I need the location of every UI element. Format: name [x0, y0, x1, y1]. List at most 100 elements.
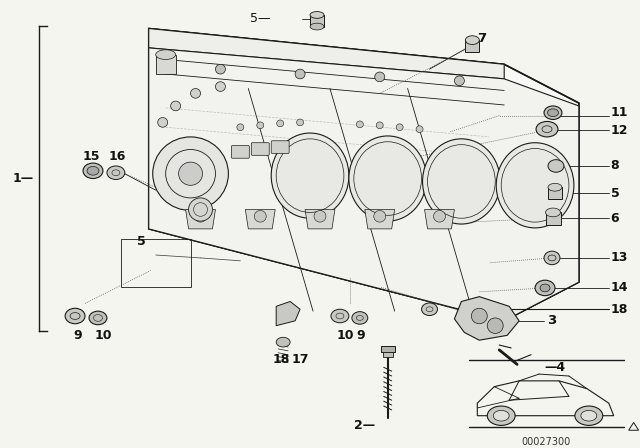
Circle shape — [157, 117, 168, 127]
Circle shape — [254, 211, 266, 222]
Ellipse shape — [548, 183, 562, 191]
Text: 9: 9 — [73, 329, 82, 342]
Polygon shape — [548, 187, 562, 199]
Ellipse shape — [83, 163, 103, 179]
Polygon shape — [276, 302, 300, 326]
Text: 5: 5 — [611, 186, 620, 199]
Text: 14: 14 — [611, 281, 628, 294]
Ellipse shape — [545, 208, 561, 217]
Polygon shape — [148, 29, 504, 79]
Circle shape — [191, 89, 200, 98]
Text: 2—: 2— — [354, 419, 375, 432]
Polygon shape — [454, 297, 519, 340]
Ellipse shape — [89, 311, 107, 325]
Circle shape — [295, 69, 305, 79]
Circle shape — [374, 211, 386, 222]
Ellipse shape — [547, 109, 559, 116]
Ellipse shape — [465, 36, 479, 44]
FancyBboxPatch shape — [271, 141, 289, 153]
Text: 16: 16 — [109, 150, 126, 163]
Ellipse shape — [65, 308, 85, 324]
Circle shape — [179, 162, 202, 185]
Ellipse shape — [575, 406, 603, 426]
Ellipse shape — [496, 143, 574, 228]
Ellipse shape — [548, 159, 564, 172]
Text: 1—: 1— — [12, 172, 33, 185]
Polygon shape — [465, 40, 479, 52]
Polygon shape — [310, 15, 324, 26]
Ellipse shape — [493, 410, 509, 421]
Ellipse shape — [156, 50, 175, 60]
Circle shape — [237, 124, 244, 131]
Text: 6: 6 — [611, 212, 620, 225]
Polygon shape — [383, 352, 393, 357]
Polygon shape — [381, 346, 395, 352]
Polygon shape — [365, 210, 395, 229]
Circle shape — [454, 76, 465, 86]
Ellipse shape — [487, 406, 515, 426]
Text: 3: 3 — [547, 314, 556, 327]
Text: 7: 7 — [477, 32, 486, 45]
Text: 5: 5 — [137, 235, 145, 248]
Ellipse shape — [422, 139, 500, 224]
Ellipse shape — [310, 12, 324, 18]
Ellipse shape — [276, 337, 290, 347]
Text: 18: 18 — [272, 353, 289, 366]
Text: 12: 12 — [611, 124, 628, 137]
FancyBboxPatch shape — [232, 146, 250, 158]
Circle shape — [314, 211, 326, 222]
Text: 10: 10 — [337, 329, 355, 342]
Ellipse shape — [352, 312, 368, 324]
Circle shape — [153, 137, 228, 211]
Text: 8: 8 — [611, 159, 620, 172]
Ellipse shape — [349, 136, 426, 221]
Circle shape — [356, 121, 364, 128]
Circle shape — [276, 120, 284, 127]
Ellipse shape — [422, 303, 438, 315]
Circle shape — [376, 122, 383, 129]
Circle shape — [216, 65, 225, 74]
Circle shape — [433, 211, 445, 222]
Ellipse shape — [544, 106, 562, 120]
Ellipse shape — [331, 309, 349, 323]
Polygon shape — [148, 48, 579, 321]
Circle shape — [296, 119, 303, 126]
Polygon shape — [186, 210, 216, 229]
Circle shape — [487, 318, 503, 333]
Ellipse shape — [540, 284, 550, 292]
Circle shape — [375, 72, 385, 82]
Polygon shape — [546, 212, 561, 225]
Text: 18: 18 — [611, 303, 628, 316]
Text: 13: 13 — [611, 251, 628, 264]
Circle shape — [195, 211, 207, 222]
Polygon shape — [245, 210, 275, 229]
Polygon shape — [305, 210, 335, 229]
Circle shape — [396, 124, 403, 131]
Polygon shape — [148, 29, 579, 321]
Polygon shape — [424, 210, 454, 229]
Text: 15: 15 — [83, 150, 100, 163]
Polygon shape — [156, 55, 175, 74]
Text: 11: 11 — [611, 106, 628, 119]
Text: 17: 17 — [291, 353, 308, 366]
FancyBboxPatch shape — [252, 143, 269, 155]
Text: 10: 10 — [95, 329, 113, 342]
Circle shape — [216, 82, 225, 91]
Text: 00027300: 00027300 — [522, 437, 571, 447]
Ellipse shape — [544, 251, 560, 265]
Circle shape — [189, 198, 212, 221]
Circle shape — [171, 101, 180, 111]
Circle shape — [471, 308, 487, 324]
Text: 5—: 5— — [250, 12, 270, 26]
Text: 9: 9 — [357, 329, 365, 342]
Circle shape — [416, 126, 423, 133]
Ellipse shape — [107, 166, 125, 180]
Ellipse shape — [535, 280, 555, 296]
Ellipse shape — [310, 23, 324, 30]
Circle shape — [257, 122, 264, 129]
Ellipse shape — [87, 167, 99, 175]
Text: —4: —4 — [544, 361, 565, 374]
Ellipse shape — [271, 133, 349, 218]
Ellipse shape — [581, 410, 596, 421]
Ellipse shape — [536, 121, 558, 137]
